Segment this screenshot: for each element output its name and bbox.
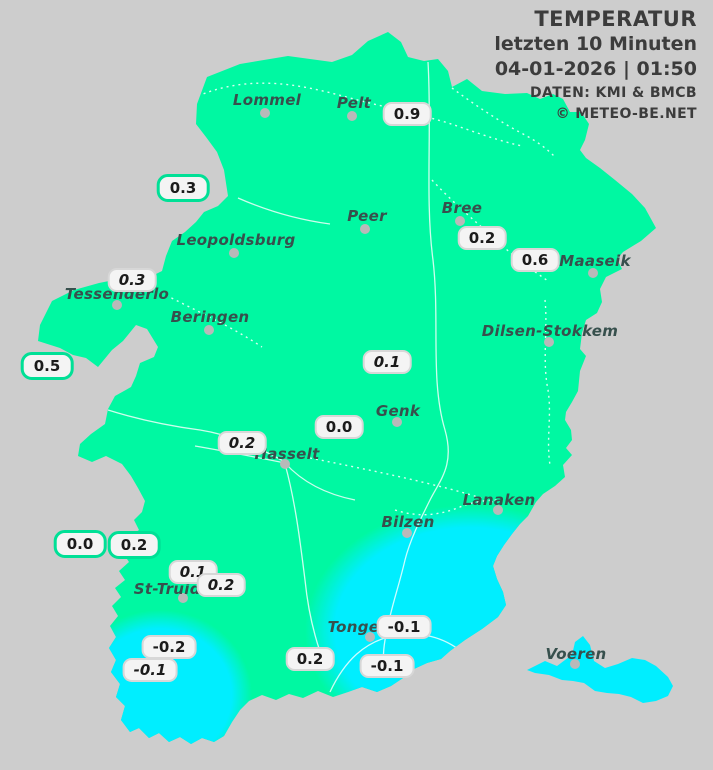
voeren-region [527, 636, 673, 703]
copyright: © METEO-BE.NET [555, 106, 697, 122]
city-marker-maaseik [588, 268, 598, 278]
temperature-badge: 0.1 [362, 350, 412, 374]
temperature-badge: 0.2 [107, 531, 161, 559]
city-marker-beringen [204, 325, 214, 335]
city-label-leopoldsburg: Leopoldsburg [176, 231, 296, 249]
city-label-genk: Genk [375, 402, 421, 420]
city-marker-hasselt [280, 459, 290, 469]
temperature-badge: 0.3 [107, 268, 157, 292]
city-marker-st-truiden [178, 593, 188, 603]
temperature-badge: -0.1 [359, 654, 415, 678]
temperature-badge: 0.5 [20, 352, 74, 380]
temperature-badge: 0.2 [457, 226, 507, 250]
city-marker-genk [392, 417, 402, 427]
city-label-bilzen: Bilzen [381, 513, 435, 531]
temperature-badge: 0.2 [285, 647, 335, 671]
city-marker-bilzen [402, 528, 412, 538]
temperature-badge: 0.6 [510, 248, 560, 272]
city-marker-pelt [347, 111, 357, 121]
temperature-badge: -0.2 [141, 635, 197, 659]
temperature-badge: 0.0 [314, 415, 364, 439]
city-label-beringen: Beringen [170, 308, 250, 326]
temperature-badge: 0.2 [217, 431, 267, 455]
temperature-badge: 0.2 [196, 573, 246, 597]
city-label-dilsen-stokkem: Dilsen-Stokkem [481, 322, 619, 340]
city-label-pelt: Pelt [336, 94, 372, 112]
city-label-bree: Bree [441, 199, 483, 217]
city-marker-lanaken [493, 505, 503, 515]
temperature-badge: 0.9 [382, 102, 432, 126]
city-marker-bree [455, 216, 465, 226]
city-marker-peer [360, 224, 370, 234]
city-label-voeren: Voeren [545, 645, 607, 663]
temperature-badge: -0.1 [376, 615, 432, 639]
city-marker-leopoldsburg [229, 248, 239, 258]
data-source: DATEN: KMI & BMCB [530, 85, 697, 101]
city-label-lanaken: Lanaken [462, 491, 536, 509]
municipal-boundaries [149, 82, 555, 516]
city-label-lommel: Lommel [232, 91, 302, 109]
temperature-badge: 0.0 [53, 530, 107, 558]
datetime: 04-01-2026 | 01:50 [494, 58, 697, 80]
subtitle: letzten 10 Minuten [494, 33, 697, 55]
city-marker-tessenderlo [112, 300, 122, 310]
city-label-peer: Peer [347, 207, 387, 225]
city-marker-voeren [570, 659, 580, 669]
city-label-maaseik: Maaseik [559, 252, 631, 270]
temperature-badge: 0.3 [156, 174, 210, 202]
map-header: TEMPERATUR letzten 10 Minuten 04-01-2026… [494, 6, 697, 125]
city-marker-tongeren [365, 632, 375, 642]
page-title: TEMPERATUR [534, 7, 697, 31]
city-label-hasselt: Hasselt [254, 445, 320, 463]
city-marker-dilsen-stokkem [544, 337, 554, 347]
city-marker-lommel [260, 108, 270, 118]
temperature-badge: -0.1 [122, 658, 178, 682]
